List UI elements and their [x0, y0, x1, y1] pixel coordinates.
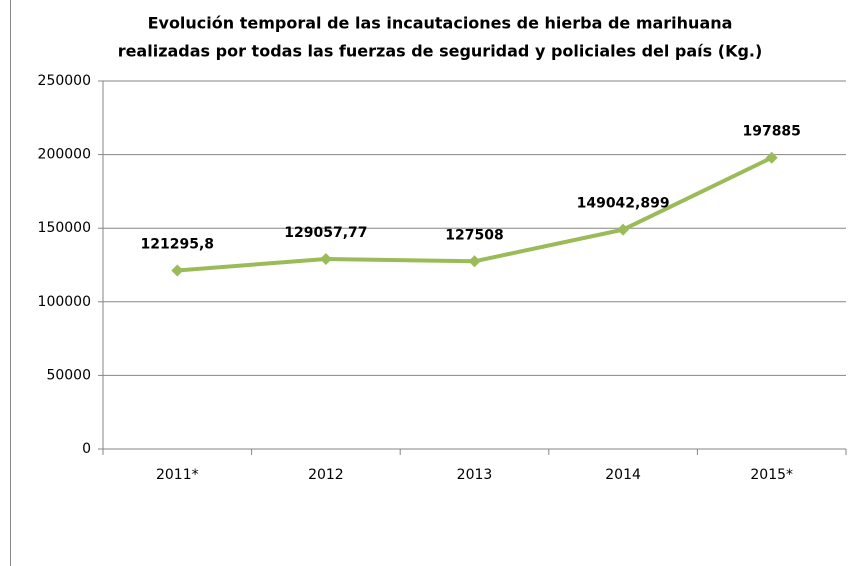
chart-title: Evolución temporal de las incautaciones …	[148, 14, 733, 33]
line	[177, 155, 773, 273]
value-label: 129057,77	[284, 225, 367, 241]
x-tick-label: 2015*	[750, 467, 793, 483]
y-tick-label: 50000	[46, 367, 91, 383]
marker	[765, 151, 778, 164]
value-label: 149042,899	[577, 196, 670, 212]
value-label: 127508	[445, 227, 503, 243]
y-tick-label: 150000	[38, 220, 91, 236]
value-label: 197885	[742, 124, 800, 140]
marker	[617, 223, 630, 236]
marker	[468, 255, 481, 268]
x-tick-label: 2013	[457, 467, 493, 483]
marker	[319, 253, 332, 266]
x-tick-label: 2012	[308, 467, 344, 483]
y-tick-label: 200000	[38, 147, 91, 163]
y-tick-label: 0	[82, 441, 91, 457]
x-tick-label: 2014	[605, 467, 641, 483]
x-tick-label: 2011*	[156, 467, 199, 483]
chart-title: realizadas por todas las fuerzas de segu…	[118, 42, 763, 61]
y-tick-label: 100000	[38, 294, 91, 310]
marker	[171, 264, 184, 277]
y-tick-label: 250000	[38, 73, 91, 89]
value-label: 121295,8	[141, 236, 215, 252]
